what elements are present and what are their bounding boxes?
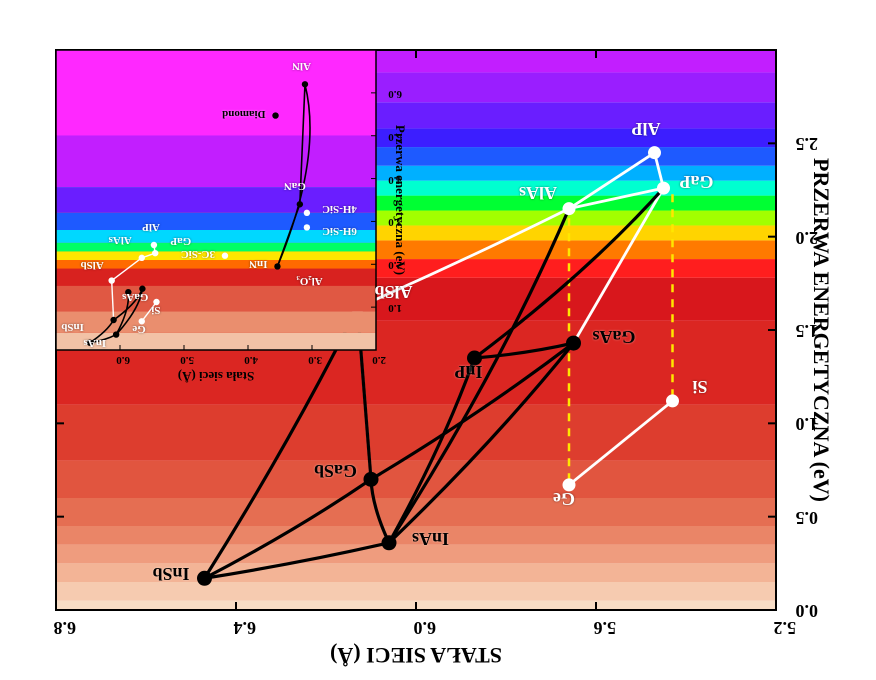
label-InAs: InAs bbox=[412, 528, 449, 549]
inset-point-6H-SiC bbox=[304, 224, 310, 230]
inset-point-GaP bbox=[152, 250, 158, 256]
inset-x-title: Stała sieci (Å) bbox=[56, 368, 376, 384]
inset-label-GaP: GaP bbox=[170, 235, 191, 247]
x-axis-title: STAŁA SIECI (Å) bbox=[56, 642, 776, 668]
inset-band bbox=[56, 286, 376, 312]
label-InP: InP bbox=[454, 361, 482, 382]
y-axis-title: PRZERWA ENERGETYCZNA (eV) bbox=[808, 50, 834, 610]
label-AlP: AlP bbox=[632, 118, 661, 139]
inset-point-AlN bbox=[302, 81, 308, 87]
inset-band bbox=[56, 260, 376, 269]
inset-x-tick: 3.0 bbox=[308, 354, 322, 366]
inset-label-6H-SiC: 6H-SiC bbox=[322, 225, 357, 237]
inset-x-tick: 5.0 bbox=[180, 354, 194, 366]
inset-label-GaAs: GaAs bbox=[122, 291, 148, 303]
inset-label-AlSb: AlSb bbox=[80, 259, 103, 271]
inset-point-GaSb bbox=[110, 317, 116, 323]
point-Si bbox=[666, 394, 679, 407]
point-GaAs bbox=[566, 336, 581, 351]
inset-label-Al2O3: Al₂O₃ bbox=[296, 275, 322, 287]
x-tick-label: 6.4 bbox=[234, 617, 257, 638]
label-AlAs: AlAs bbox=[519, 182, 557, 203]
inset-label-4H-SiC: 4H-SiC bbox=[322, 203, 357, 215]
inset-label-AlN: AlN bbox=[292, 60, 311, 72]
inset-point-AlP bbox=[151, 242, 157, 248]
inset-band bbox=[56, 251, 376, 260]
inset-label-Si: Si bbox=[151, 304, 160, 316]
inset bbox=[56, 50, 376, 350]
inset-label-InN: InN bbox=[249, 258, 267, 270]
inset-point-GaN bbox=[297, 201, 303, 207]
point-AlAs bbox=[563, 202, 576, 215]
inset-band bbox=[56, 50, 376, 136]
inset-x-tick: 2.0 bbox=[372, 354, 386, 366]
inset-band bbox=[56, 269, 376, 286]
x-tick-label: 5.6 bbox=[594, 617, 617, 638]
inset-x-tick: 4.0 bbox=[244, 354, 258, 366]
inset-point-AlSb bbox=[108, 277, 114, 283]
inset-band bbox=[56, 311, 376, 332]
band bbox=[56, 582, 776, 601]
point-InSb bbox=[197, 571, 212, 586]
label-Ge: Ge bbox=[553, 488, 575, 509]
inset-band bbox=[56, 136, 376, 187]
inset-label-InAs: InAs bbox=[84, 337, 107, 349]
inset-label-InSb: InSb bbox=[61, 321, 84, 333]
inset-point-4H-SiC bbox=[304, 210, 310, 216]
inset-point-Diamond bbox=[272, 112, 278, 118]
x-tick-label: 5.2 bbox=[774, 617, 797, 638]
inset-point-AlAs bbox=[139, 255, 145, 261]
inset-x-tick: 6.0 bbox=[116, 354, 130, 366]
point-GaSb bbox=[364, 472, 379, 487]
inset-y-title: Przerwa energetyczna (eV) bbox=[392, 50, 408, 350]
label-Si: Si bbox=[692, 376, 707, 397]
label-GaP: GaP bbox=[680, 171, 714, 192]
inset-label-Diamond: Diamond bbox=[222, 108, 265, 120]
point-AlP bbox=[648, 146, 661, 159]
inset-point-InAs bbox=[113, 331, 119, 337]
point-GaP bbox=[657, 182, 670, 195]
inset-label-GaN: GaN bbox=[284, 180, 306, 192]
inset-label-AlAs: AlAs bbox=[109, 234, 132, 246]
label-GaAs: GaAs bbox=[592, 326, 635, 347]
inset-band bbox=[56, 243, 376, 252]
inset-label-AlP: AlP bbox=[142, 221, 160, 233]
label-GaSb: GaSb bbox=[314, 460, 357, 481]
inset-label-3C-SiC: 3C-SiC bbox=[181, 248, 215, 260]
x-tick-label: 6.8 bbox=[54, 617, 77, 638]
inset-point-InN bbox=[274, 263, 280, 269]
inset-label-Ge: Ge bbox=[132, 323, 145, 335]
label-InSb: InSb bbox=[152, 563, 189, 584]
x-tick-label: 6.0 bbox=[414, 617, 437, 638]
point-InAs bbox=[382, 535, 397, 550]
inset-point-3C-SiC bbox=[222, 253, 228, 259]
